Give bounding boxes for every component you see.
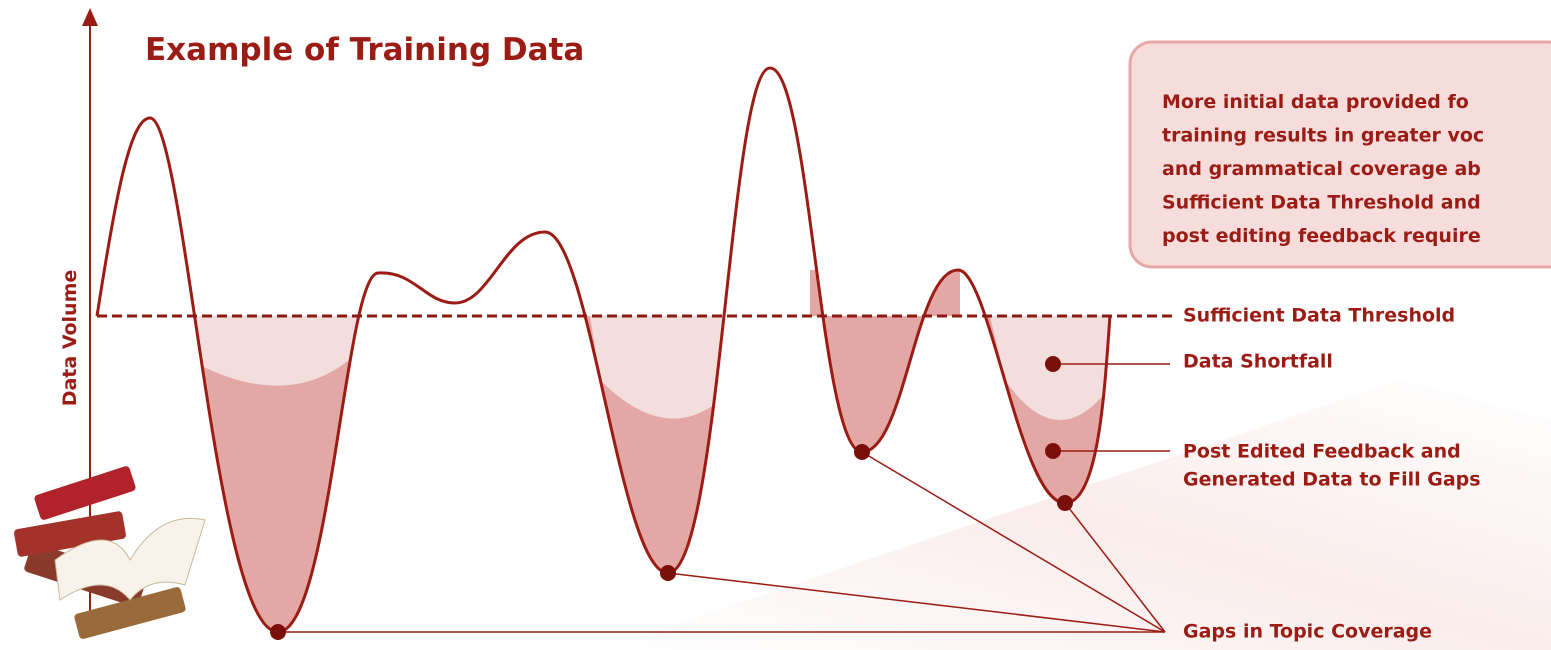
callout-text: More initial data provided fo training re… — [1162, 91, 1484, 247]
callout-line: Sufficient Data Threshold and — [1162, 192, 1481, 214]
shortfall-fill — [180, 316, 370, 386]
leader-lines — [278, 363, 1170, 633]
callout-line: and grammatical coverage ab — [1162, 158, 1481, 180]
callout-box — [1128, 40, 1551, 269]
volume-curve — [95, 66, 1112, 634]
callout-line: post editing feedback require — [1162, 225, 1481, 247]
books-icon — [14, 466, 206, 639]
axis-arrow — [82, 8, 98, 26]
feedback-label: Generated Data to Fill Gaps — [1183, 469, 1481, 491]
threshold-label: Sufficient Data Threshold — [1183, 305, 1455, 327]
gaps-label: Gaps in Topic Coverage — [1183, 621, 1432, 643]
y-axis-label: Data Volume — [59, 270, 81, 407]
callout-line: training results in greater voc — [1162, 125, 1484, 147]
shortfall-label: Data Shortfall — [1183, 351, 1333, 373]
gap-fill-upper — [810, 270, 960, 316]
feedback-label: Post Edited Feedback and — [1183, 441, 1461, 463]
callout-line: More initial data provided fo — [1162, 91, 1469, 113]
background-streak — [600, 380, 1551, 650]
title: Example of Training Data — [145, 32, 584, 68]
points — [270, 356, 1073, 640]
